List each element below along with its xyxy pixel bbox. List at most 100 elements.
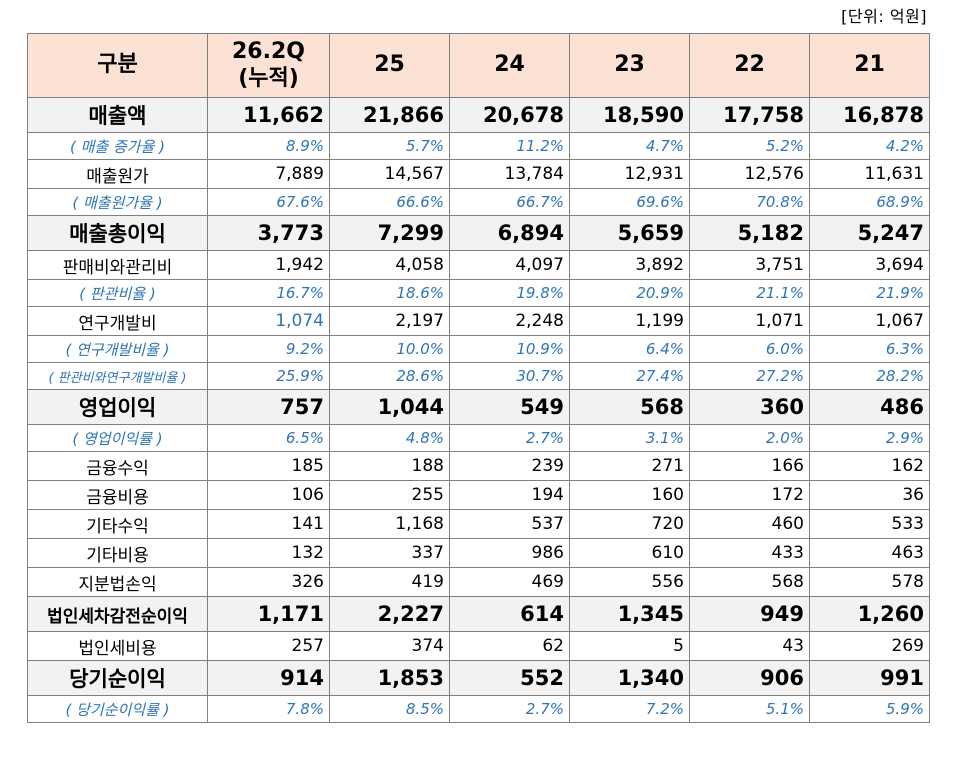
row-value: 5.9% (809, 695, 930, 723)
row-value: 614 (449, 596, 570, 632)
row-value: 5,182 (689, 215, 810, 251)
table-row: ( 당기순이익률 ) 7.8% 8.5% 2.7% 7.2% 5.1% 5.9% (27, 695, 930, 723)
table-row: 기타수익 141 1,168 537 720 460 533 (27, 509, 930, 539)
table-row: 판매비와관리비 1,942 4,058 4,097 3,892 3,751 3,694 (27, 250, 930, 280)
table-row: 매출원가 7,889 14,567 13,784 12,931 12,576 11,631 (27, 159, 930, 189)
row-label: 금융수익 (27, 451, 208, 481)
row-value: 255 (329, 480, 450, 510)
row-label: ( 당기순이익률 ) (27, 695, 208, 723)
header-period-5: 21 (809, 33, 930, 98)
header-period-3: 23 (569, 33, 690, 98)
row-label: 매출액 (27, 97, 208, 133)
row-value: 6.4% (569, 335, 690, 363)
row-label: 당기순이익 (27, 660, 208, 696)
row-value: 10.0% (329, 335, 450, 363)
row-value: 360 (689, 389, 810, 425)
row-label: 연구개발비 (27, 306, 208, 336)
row-value: 4.8% (329, 424, 450, 452)
row-value: 162 (809, 451, 930, 481)
row-label: 매출총이익 (27, 215, 208, 251)
table-row: ( 판관비율 ) 16.7% 18.6% 19.8% 20.9% 21.1% 21.9% (27, 279, 930, 307)
row-value: 949 (689, 596, 810, 632)
row-value: 6.0% (689, 335, 810, 363)
row-label: 금융비용 (27, 480, 208, 510)
row-value: 269 (809, 631, 930, 661)
header-period-0: 26.2Q (232, 39, 305, 65)
row-value: 21,866 (329, 97, 450, 133)
row-value: 6.5% (207, 424, 330, 452)
row-value: 69.6% (569, 188, 690, 216)
row-value: 720 (569, 509, 690, 539)
row-value: 757 (207, 389, 330, 425)
row-value: 906 (689, 660, 810, 696)
row-value: 5.7% (329, 132, 450, 160)
header-period-1: 25 (329, 33, 450, 98)
row-value: 1,044 (329, 389, 450, 425)
row-value: 28.2% (809, 362, 930, 390)
row-value: 2.7% (449, 695, 570, 723)
table-row: 매출액 11,662 21,866 20,678 18,590 17,758 16,878 (27, 97, 930, 133)
row-value: 1,340 (569, 660, 690, 696)
row-value: 10.9% (449, 335, 570, 363)
row-value: 188 (329, 451, 450, 481)
table-row: 금융수익 185 188 239 271 166 162 (27, 451, 930, 481)
header-period-cumulative: 26.2Q (누적) (207, 33, 330, 98)
table-row: 기타비용 132 337 986 610 433 463 (27, 538, 930, 568)
row-value: 537 (449, 509, 570, 539)
row-value: 4,097 (449, 250, 570, 280)
row-value: 2.0% (689, 424, 810, 452)
row-value: 11,631 (809, 159, 930, 189)
row-value: 4.2% (809, 132, 930, 160)
row-value: 18.6% (329, 279, 450, 307)
row-value: 5.1% (689, 695, 810, 723)
row-label: 법인세비용 (27, 631, 208, 661)
row-value: 30.7% (449, 362, 570, 390)
row-label: 기타수익 (27, 509, 208, 539)
row-value: 2.7% (449, 424, 570, 452)
row-label: ( 영업이익률 ) (27, 424, 208, 452)
row-value: 4.7% (569, 132, 690, 160)
table-row: ( 판관비와연구개발비율 ) 25.9% 28.6% 30.7% 27.4% 27.2% 2… (27, 362, 930, 390)
income-statement-table: 구분 26.2Q (누적) 25 24 23 22 21 매출액 11,662 21… (27, 33, 930, 723)
row-value: 986 (449, 538, 570, 568)
row-value: 463 (809, 538, 930, 568)
row-value: 12,931 (569, 159, 690, 189)
row-value: 21.1% (689, 279, 810, 307)
row-value: 5.2% (689, 132, 810, 160)
row-value: 552 (449, 660, 570, 696)
row-value: 578 (809, 567, 930, 597)
row-value: 7,299 (329, 215, 450, 251)
row-value: 568 (689, 567, 810, 597)
row-value: 141 (207, 509, 330, 539)
row-value: 257 (207, 631, 330, 661)
table-body: 매출액 11,662 21,866 20,678 18,590 17,758 16,878(… (27, 97, 930, 723)
row-value: 67.6% (207, 188, 330, 216)
table-row: 연구개발비 1,074 2,197 2,248 1,199 1,071 1,067 (27, 306, 930, 336)
row-value: 3.1% (569, 424, 690, 452)
row-value: 271 (569, 451, 690, 481)
table-row: 당기순이익 914 1,853 552 1,340 906 991 (27, 660, 930, 696)
row-value: 2,197 (329, 306, 450, 336)
row-value: 533 (809, 509, 930, 539)
row-value: 20.9% (569, 279, 690, 307)
row-label: ( 판관비와연구개발비율 ) (27, 362, 208, 390)
row-value: 43 (689, 631, 810, 661)
row-value: 8.5% (329, 695, 450, 723)
table-row: ( 매출 증가율 ) 8.9% 5.7% 11.2% 4.7% 5.2% 4.2% (27, 132, 930, 160)
row-value: 3,694 (809, 250, 930, 280)
header-period-4: 22 (689, 33, 810, 98)
row-value: 1,074 (207, 306, 330, 336)
row-value: 3,751 (689, 250, 810, 280)
row-value: 326 (207, 567, 330, 597)
row-value: 460 (689, 509, 810, 539)
row-value: 556 (569, 567, 690, 597)
row-value: 7.2% (569, 695, 690, 723)
row-value: 1,853 (329, 660, 450, 696)
row-value: 5,659 (569, 215, 690, 251)
header-row: 구분 26.2Q (누적) 25 24 23 22 21 (27, 33, 930, 98)
row-value: 12,576 (689, 159, 810, 189)
row-value: 2,248 (449, 306, 570, 336)
row-value: 5,247 (809, 215, 930, 251)
row-value: 16,878 (809, 97, 930, 133)
row-label: 지분법손익 (27, 567, 208, 597)
